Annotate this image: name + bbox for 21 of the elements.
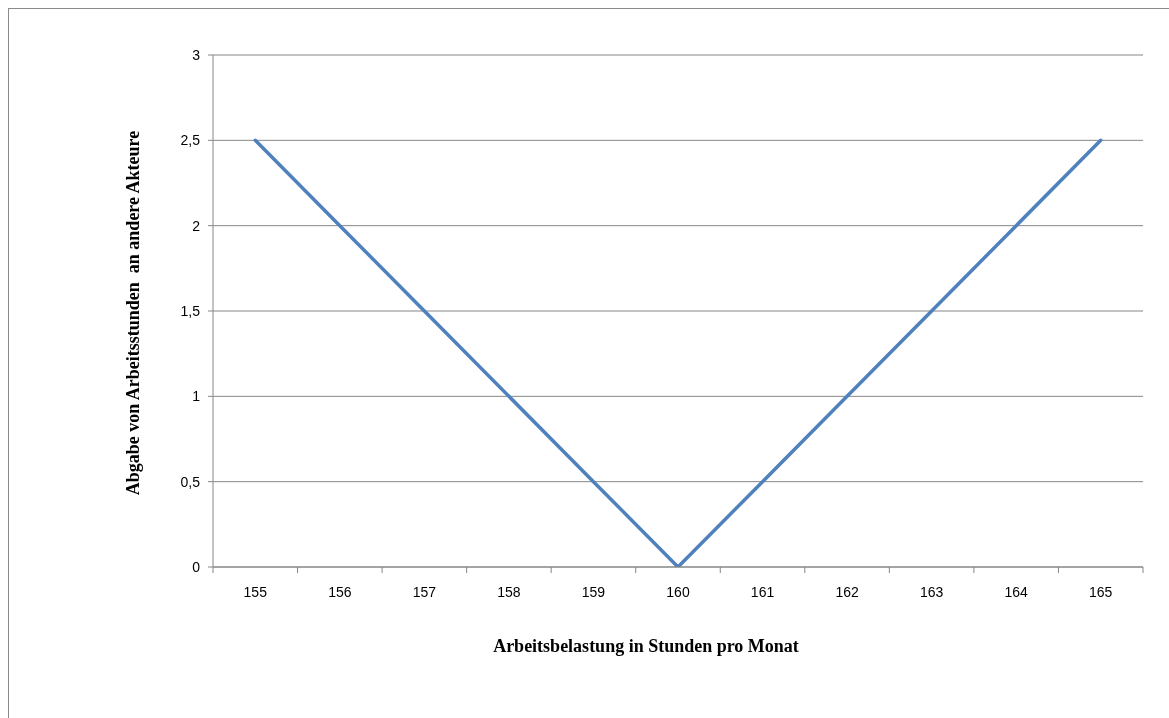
- x-tick-label: 157: [412, 584, 437, 600]
- line-series: [253, 138, 1103, 567]
- y-tick-label: 2,5: [180, 132, 201, 149]
- x-tick-label: 162: [835, 584, 859, 600]
- x-tick-label: 155: [243, 584, 268, 600]
- x-tick-label: 158: [497, 584, 521, 600]
- y-tick-label: 1,5: [180, 302, 201, 319]
- y-tick-label: 0: [192, 558, 201, 575]
- y-tick-label: 0,5: [180, 473, 201, 490]
- y-tick-label: 3: [192, 46, 201, 63]
- x-tick-label: 160: [666, 584, 690, 600]
- y-axis-title: Abgabe von Arbeitsstunden an andere Akteure: [122, 130, 144, 496]
- y-tick-label: 1: [192, 388, 201, 405]
- x-tick-label: 165: [1089, 584, 1113, 600]
- y-tick-label: 2: [192, 217, 201, 234]
- x-axis-title: Arbeitsbelastung in Stunden pro Monat: [493, 635, 799, 657]
- x-tick-label: 156: [328, 584, 352, 600]
- x-tick-label: 161: [750, 584, 775, 600]
- x-tick-label: 159: [581, 584, 606, 600]
- x-tick-label: 164: [1004, 584, 1029, 600]
- x-tick-label: 163: [919, 584, 944, 600]
